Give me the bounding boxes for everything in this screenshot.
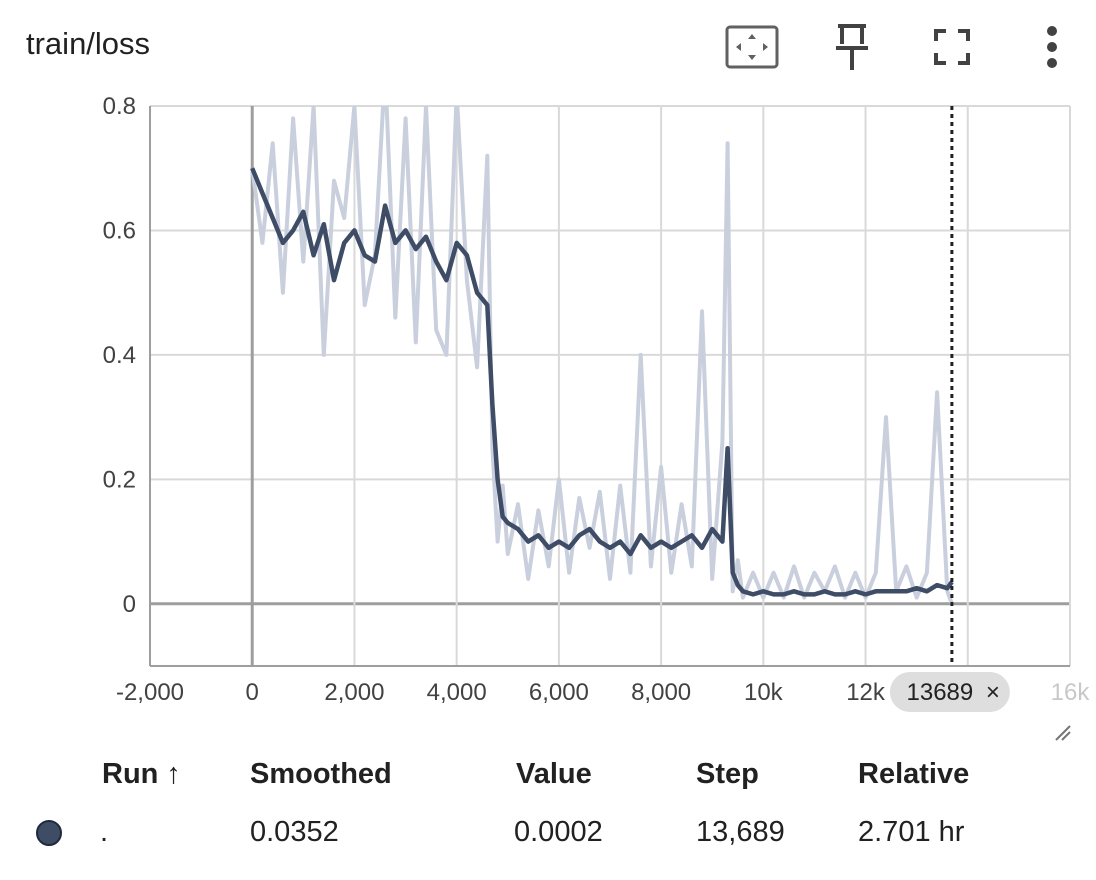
x-tick-label: 16k — [1051, 679, 1091, 706]
chart-title: train/loss — [26, 26, 151, 61]
fit-domain-button[interactable] — [722, 22, 782, 72]
step-cursor-label: 13689 — [907, 679, 974, 706]
x-tick-label: 10k — [744, 679, 784, 706]
cell-run: . — [100, 816, 109, 848]
x-tick-label: 12k — [846, 679, 886, 706]
cell-step: 13,689 — [696, 816, 785, 848]
run-color-swatch — [36, 820, 62, 846]
resize-handle-icon[interactable] — [1052, 722, 1072, 742]
x-tick-label: 4,000 — [427, 679, 487, 706]
x-tick-label: -2,000 — [116, 679, 184, 706]
y-tick-label: 0 — [123, 591, 136, 618]
header-value[interactable]: Value — [516, 758, 592, 790]
more-menu-button[interactable] — [1034, 22, 1070, 72]
y-tick-label: 0.6 — [103, 217, 136, 244]
y-tick-label: 0.8 — [103, 96, 136, 120]
x-tick-label: 8,000 — [631, 679, 691, 706]
header-run[interactable]: Run ↑ — [102, 758, 181, 790]
cell-value: 0.0002 — [514, 816, 603, 848]
fullscreen-icon — [934, 29, 970, 65]
more-vert-icon — [1047, 26, 1057, 68]
fullscreen-button[interactable] — [928, 22, 976, 72]
cell-smoothed: 0.0352 — [250, 816, 339, 848]
x-tick-label: 2,000 — [324, 679, 384, 706]
header-relative[interactable]: Relative — [858, 758, 970, 790]
step-cursor-chip — [889, 672, 1010, 712]
x-tick-label: 6,000 — [529, 679, 589, 706]
y-tick-label: 0.2 — [103, 466, 136, 493]
loss-chart[interactable]: 0 0.2 0.4 0.6 0.8 -2,000 0 2,000 4,000 6,000 8,000… — [0, 96, 1096, 726]
header-step[interactable]: Step — [696, 758, 759, 790]
step-cursor-close-icon[interactable]: × — [986, 679, 1000, 706]
y-tick-label: 0.4 — [103, 342, 136, 369]
series-smoothed-line — [250, 167, 954, 597]
header-smoothed[interactable]: Smoothed — [250, 758, 392, 790]
cell-relative: 2.701 hr — [858, 816, 965, 848]
pin-button[interactable] — [828, 22, 876, 72]
x-tick-label: 0 — [246, 679, 259, 706]
pin-icon — [836, 24, 868, 70]
series-group — [250, 106, 954, 605]
series-raw-line — [250, 106, 954, 605]
fit-domain-icon — [725, 25, 779, 69]
